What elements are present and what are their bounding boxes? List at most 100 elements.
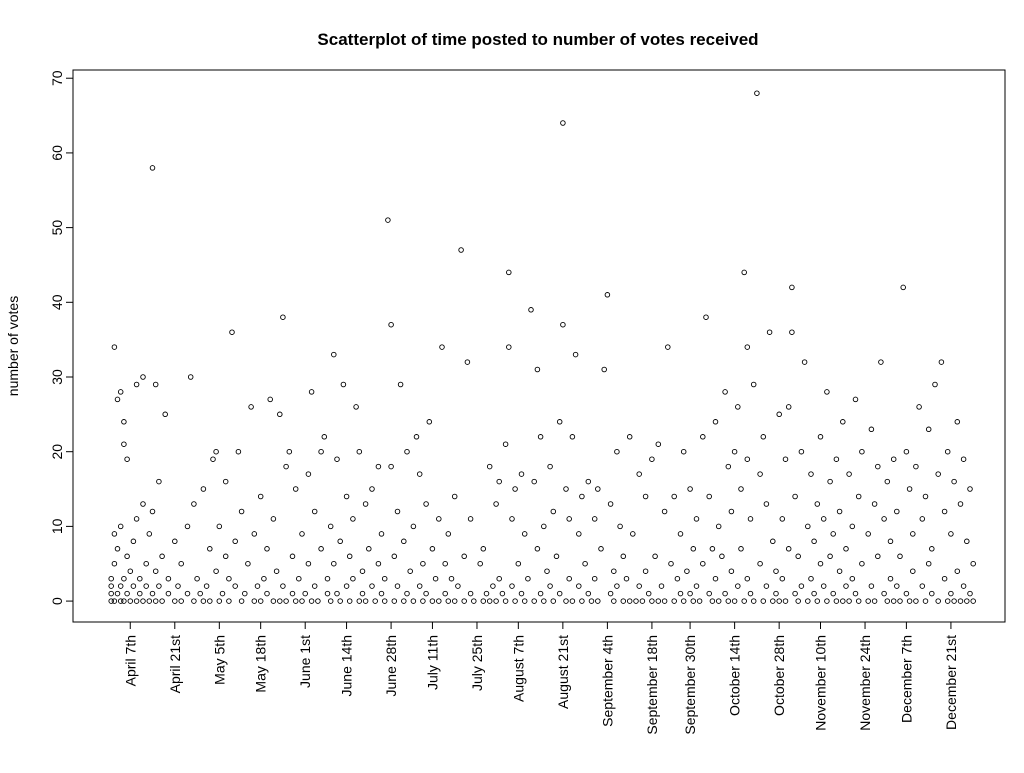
data-point [404, 590, 410, 597]
x-tick-label: May 5th [211, 635, 227, 685]
data-point [226, 598, 232, 604]
data-point [509, 516, 515, 522]
data-point [388, 321, 394, 328]
data-point [124, 590, 130, 597]
data-point [700, 560, 706, 567]
data-point [900, 284, 906, 291]
data-point [744, 575, 751, 582]
data-point [261, 575, 267, 582]
data-point [585, 590, 592, 597]
x-tick-label: September 30th [682, 635, 698, 735]
data-point [308, 598, 315, 604]
data-point [744, 456, 751, 462]
x-tick-label: October 28th [771, 635, 787, 716]
data-point [108, 583, 114, 589]
data-point [808, 575, 814, 582]
data-point [502, 598, 509, 604]
data-point [849, 523, 856, 530]
data-point [280, 314, 286, 320]
x-tick-label: December 7th [898, 635, 914, 723]
data-point [680, 448, 687, 455]
data-point [801, 359, 808, 365]
data-point [149, 508, 156, 515]
data-point [172, 538, 178, 545]
data-point [210, 456, 216, 462]
data-point [747, 590, 754, 597]
x-tick-label: September 4th [599, 635, 615, 727]
data-point [811, 538, 817, 545]
data-point [569, 434, 576, 440]
data-point [620, 598, 627, 604]
data-point [140, 598, 146, 604]
data-point [890, 456, 897, 462]
data-point [894, 583, 900, 589]
data-point [623, 575, 630, 582]
data-point [706, 493, 712, 500]
data-point [951, 478, 957, 485]
data-point [286, 448, 293, 455]
data-point [576, 531, 582, 537]
data-point [207, 598, 213, 604]
data-point [143, 583, 149, 589]
data-point [280, 583, 286, 589]
data-point [509, 583, 515, 589]
data-point [852, 590, 859, 597]
data-point [152, 381, 159, 388]
data-point [121, 441, 127, 447]
data-point [324, 575, 331, 582]
y-tick-label: 50 [49, 220, 65, 236]
data-point [773, 590, 779, 597]
data-point [776, 598, 782, 604]
data-point [502, 441, 509, 447]
data-point [824, 598, 830, 604]
data-point [343, 493, 350, 500]
data-point [264, 546, 270, 552]
data-point [865, 531, 871, 537]
data-point [127, 568, 134, 574]
data-point [359, 590, 366, 597]
data-point [324, 590, 331, 597]
data-point [785, 546, 792, 552]
data-point [948, 590, 954, 597]
chart-title: Scatterplot of time posted to number of … [317, 30, 758, 49]
data-point [410, 598, 417, 604]
data-point [121, 575, 127, 582]
data-point [541, 598, 547, 604]
data-point [340, 381, 347, 388]
data-point [238, 508, 245, 515]
x-tick-label: September 18th [644, 635, 660, 735]
data-point [353, 404, 359, 410]
data-point [292, 598, 299, 604]
data-point [547, 463, 553, 470]
data-point [677, 531, 684, 537]
data-point [461, 553, 467, 560]
data-point [642, 568, 649, 574]
data-point [178, 598, 184, 604]
data-point [922, 493, 929, 500]
data-point [922, 598, 929, 604]
data-point [111, 560, 118, 567]
data-point [970, 598, 976, 604]
data-point [712, 575, 719, 582]
data-point [871, 598, 878, 604]
data-point [458, 247, 464, 253]
data-point [789, 329, 795, 335]
data-point [970, 560, 976, 567]
data-point [493, 598, 499, 604]
data-point [445, 598, 452, 604]
data-point [827, 553, 833, 560]
data-point [684, 568, 690, 574]
data-point [111, 531, 118, 537]
data-point [766, 329, 773, 335]
data-point [680, 598, 687, 604]
data-point [464, 359, 471, 365]
data-point [235, 448, 242, 455]
data-point [486, 463, 493, 470]
data-point [569, 598, 576, 604]
data-point [757, 560, 763, 567]
data-point [817, 560, 824, 567]
x-tick-label: November 10th [813, 635, 829, 731]
data-point [741, 269, 747, 276]
data-point [944, 448, 951, 455]
data-point [576, 583, 582, 589]
